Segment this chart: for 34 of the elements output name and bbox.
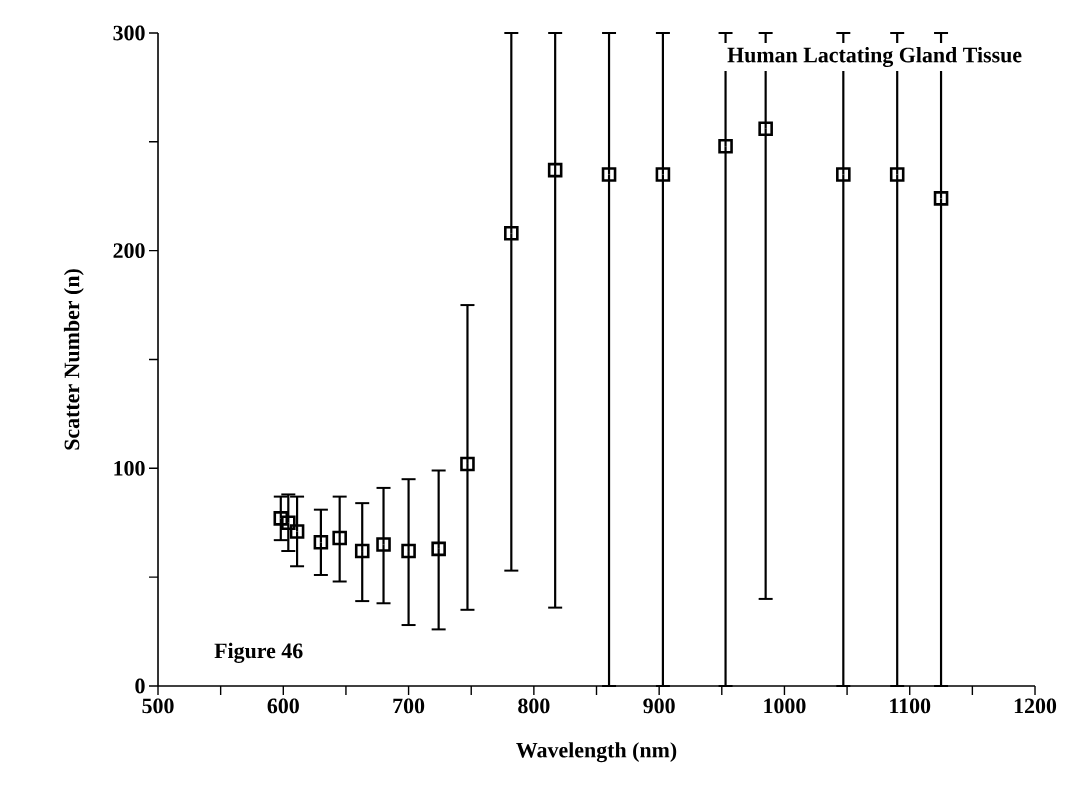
- point: [431, 541, 446, 557]
- x-tick-label: 700: [393, 698, 425, 714]
- x-tick-label: 1100: [890, 698, 931, 714]
- point: [401, 543, 416, 559]
- point: [376, 537, 391, 552]
- x-tick-label: 1000: [764, 698, 806, 714]
- point: [933, 191, 949, 206]
- point: [601, 167, 617, 182]
- point: [718, 138, 733, 154]
- x-axis-title: Wavelength (nm): [516, 742, 677, 763]
- point: [547, 162, 563, 178]
- y-tick-label: 100: [114, 460, 145, 476]
- x-tick-label: 600: [267, 698, 299, 714]
- x-tick-label: 900: [643, 698, 675, 714]
- point: [504, 225, 519, 241]
- point: [655, 167, 671, 182]
- point: [836, 167, 851, 182]
- x-tick-label: 500: [142, 698, 174, 714]
- point: [354, 543, 370, 559]
- annotation: Figure 46: [214, 642, 303, 663]
- x-tick-label: 1200: [1014, 698, 1057, 714]
- x-tick-label: 800: [518, 698, 550, 714]
- point: [758, 121, 773, 137]
- text: Human Lactating Gland Tissue: [727, 46, 1022, 68]
- point: [273, 511, 289, 526]
- y-tick-label: 300: [113, 25, 145, 41]
- point: [332, 530, 347, 546]
- point: [889, 167, 905, 182]
- y-tick-label: 200: [113, 243, 145, 259]
- point: [460, 456, 475, 472]
- y-tick-label: 0: [135, 678, 145, 694]
- y-axis-title: Scatter Number (n): [63, 269, 84, 450]
- point: [313, 535, 329, 550]
- point: [281, 515, 296, 531]
